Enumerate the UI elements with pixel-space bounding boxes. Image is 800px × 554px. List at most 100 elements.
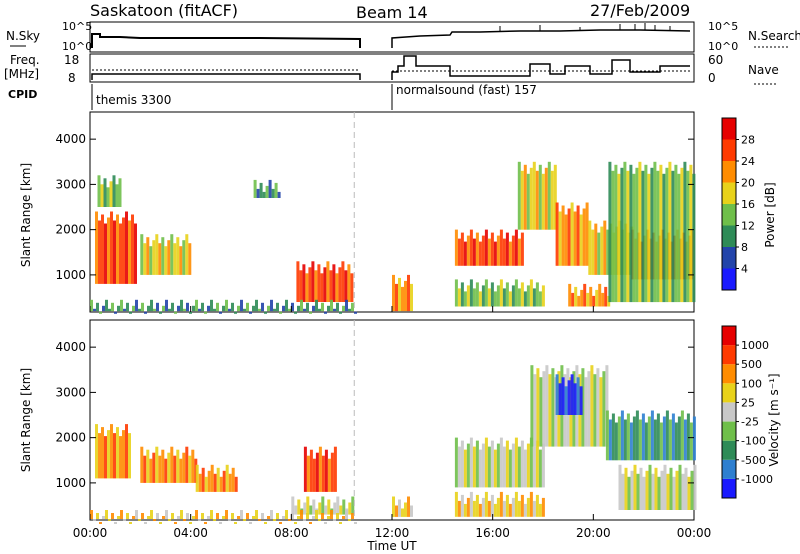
power-colorbar-swatch bbox=[722, 247, 736, 269]
velocity-patch-strip bbox=[294, 522, 297, 524]
velocity-patch-strip bbox=[96, 513, 99, 519]
power-patch-strip bbox=[579, 214, 583, 266]
power-patch-strip bbox=[454, 229, 458, 266]
velocity-patch-strip bbox=[529, 491, 533, 517]
velocity-patch-strip bbox=[630, 470, 634, 510]
nave-tick-bottom: 0 bbox=[708, 71, 716, 85]
velocity-patch-strip bbox=[398, 499, 401, 517]
power-patch-strip bbox=[109, 181, 113, 207]
velocity-patch-strip bbox=[162, 516, 165, 519]
power-patch-strip bbox=[338, 267, 342, 302]
power-patch-strip bbox=[305, 273, 309, 302]
power-patch-strip bbox=[582, 208, 586, 266]
velocity-patch-strip bbox=[93, 519, 96, 521]
velocity-colorbar: 1000 500 100 25 -25 -100 -500 -1000 bbox=[721, 325, 773, 499]
velocity-patch-strip bbox=[460, 440, 464, 488]
power-patch-strip bbox=[294, 311, 297, 314]
velocity-patch-strip bbox=[407, 496, 410, 517]
power-colorbar-tick-label: 8 bbox=[741, 241, 748, 254]
velocity-patch-strip bbox=[156, 513, 159, 519]
power-patch-strip bbox=[517, 161, 521, 230]
velocity-patch-strip bbox=[143, 455, 147, 483]
power-patch-strip bbox=[171, 302, 174, 312]
power-patch-strip bbox=[123, 308, 126, 312]
power-patch-strip bbox=[460, 282, 464, 307]
velocity-y-ticks: 1000 2000 3000 4000 bbox=[55, 340, 694, 490]
power-colorbar-swatch bbox=[722, 161, 736, 183]
velocity-patch-strip bbox=[567, 380, 571, 415]
velocity-y-tick-label: 2000 bbox=[55, 431, 86, 445]
velocity-patch-strip bbox=[312, 516, 315, 519]
velocity-patch-strip bbox=[192, 516, 195, 519]
velocity-patch-strip bbox=[636, 473, 640, 510]
velocity-patch-strip bbox=[645, 470, 649, 510]
velocity-patch-strip bbox=[195, 510, 198, 519]
velocity-colorbar-tick-label: -25 bbox=[741, 416, 759, 429]
power-patch-strip bbox=[490, 282, 494, 307]
velocity-patch-strip bbox=[623, 419, 627, 461]
velocity-patch-strip bbox=[548, 374, 552, 447]
velocity-patch-strip bbox=[511, 443, 515, 488]
velocity-patch-strip bbox=[135, 510, 138, 519]
velocity-patch-strip bbox=[517, 446, 521, 488]
power-patch-strip bbox=[176, 237, 180, 275]
velocity-patch-strip bbox=[234, 476, 238, 492]
velocity-patch-strip bbox=[692, 416, 696, 461]
power-patch-strip bbox=[600, 226, 604, 275]
power-patch-strip bbox=[668, 161, 672, 303]
power-patch-strip bbox=[213, 308, 216, 312]
power-patch-strip bbox=[300, 299, 303, 312]
velocity-patch-strip bbox=[165, 510, 168, 519]
power-patch-strip bbox=[574, 286, 578, 307]
power-patch-strip bbox=[116, 214, 119, 284]
velocity-patch-strip bbox=[321, 513, 324, 519]
nsky-trace-2 bbox=[391, 29, 691, 48]
power-patch-strip bbox=[604, 286, 608, 307]
velocity-patch-strip bbox=[105, 510, 108, 519]
velocity-colorbar-swatch bbox=[722, 459, 736, 479]
velocity-patch-strip bbox=[460, 494, 464, 517]
power-patch-strip bbox=[404, 280, 407, 312]
velocity-patch-strip bbox=[179, 458, 183, 483]
power-patch-strip bbox=[333, 308, 336, 312]
velocity-patch-strip bbox=[523, 449, 527, 488]
velocity-patch-strip bbox=[291, 496, 295, 515]
velocity-patch-strip bbox=[309, 505, 313, 515]
power-patch-strip bbox=[532, 288, 536, 307]
velocity-patch-strip bbox=[493, 449, 497, 488]
power-patch-strip bbox=[644, 164, 648, 303]
velocity-patch-strip bbox=[561, 377, 565, 415]
power-patch-strip bbox=[262, 191, 266, 198]
velocity-patch-strip bbox=[185, 446, 189, 483]
velocity-patch-strip bbox=[99, 522, 102, 524]
velocity-colorbar-tick-label: -100 bbox=[741, 435, 766, 448]
velocity-patch-strip bbox=[618, 464, 622, 510]
velocity-patch-strip bbox=[558, 383, 562, 415]
power-colorbar-label: Power [dB] bbox=[763, 182, 777, 247]
power-patch-strip bbox=[152, 240, 156, 275]
velocity-patch-strip bbox=[161, 449, 165, 483]
power-patch-strip bbox=[538, 291, 542, 307]
power-patch-strip bbox=[120, 299, 123, 312]
power-patch-strip bbox=[588, 220, 592, 275]
velocity-patch-strip bbox=[466, 497, 470, 517]
power-patch-strip bbox=[466, 285, 470, 307]
nsky-panel: N.Sky 10^5 10^0 10^5 10^0 N.Search bbox=[6, 20, 800, 53]
power-patch-strip bbox=[306, 302, 309, 312]
power-colorbar-tick-label: 4 bbox=[741, 263, 748, 276]
power-patch-strip bbox=[267, 305, 270, 312]
power-patch-strip bbox=[99, 311, 102, 314]
velocity-colorbar-tick-label: 1000 bbox=[741, 339, 769, 352]
velocity-patch-strip bbox=[285, 510, 288, 519]
power-patch-strip bbox=[499, 279, 503, 307]
nsearch-tick-top: 10^5 bbox=[708, 20, 738, 33]
power-patch-strip bbox=[484, 229, 488, 266]
freq-panel: Freq. [MHz] 18 8 60 0 Nave bbox=[4, 53, 779, 85]
power-patch-strip bbox=[597, 232, 601, 275]
velocity-colorbar-swatch bbox=[722, 421, 736, 441]
power-patch-strip bbox=[161, 237, 165, 275]
power-patch-strip bbox=[113, 220, 116, 284]
velocity-patch-strip bbox=[478, 503, 482, 517]
power-patch-strip bbox=[529, 279, 533, 307]
